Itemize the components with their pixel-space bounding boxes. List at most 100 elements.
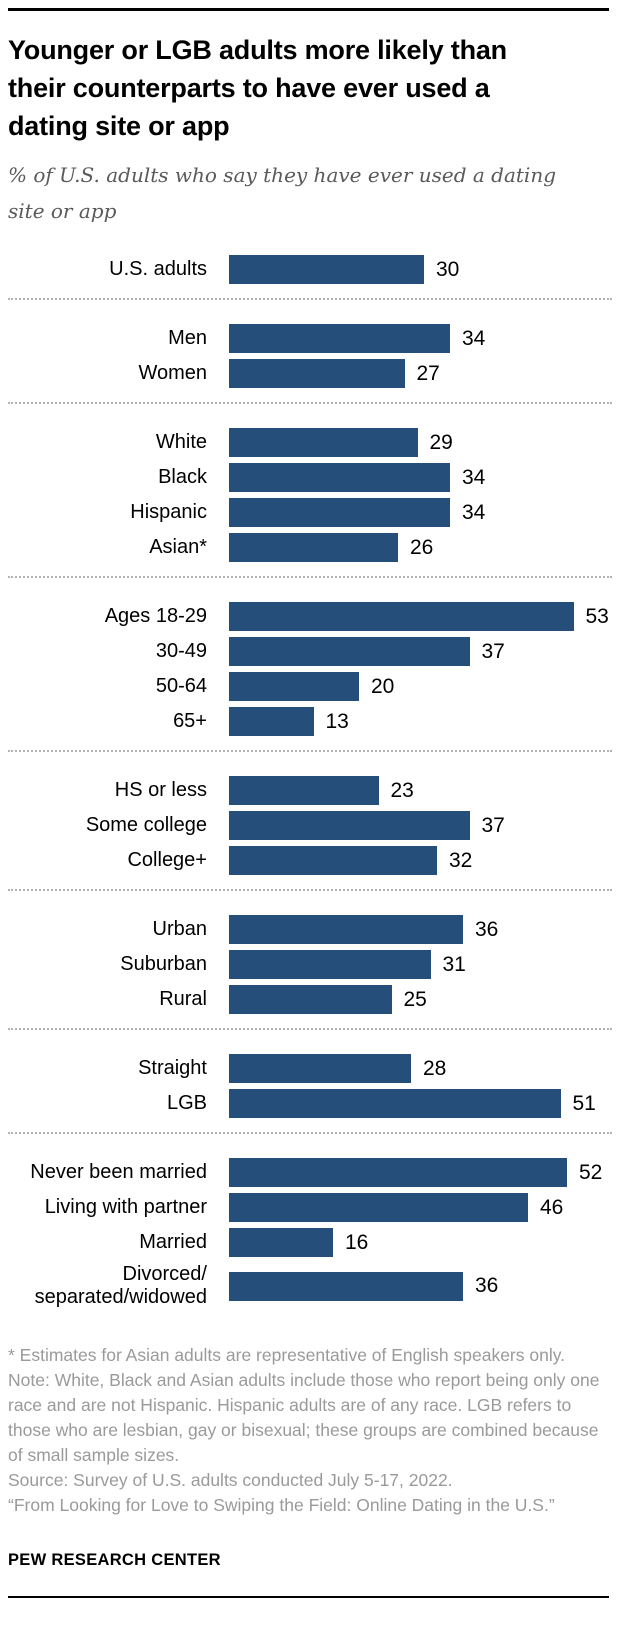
bar-row: LGB 51 — [8, 1089, 612, 1119]
bar-row: U.S. adults 30 — [8, 255, 612, 285]
value-label: 26 — [410, 535, 434, 559]
value-label: 36 — [475, 917, 499, 941]
category-label: 30-49 — [155, 640, 207, 663]
value-label: 46 — [540, 1195, 564, 1219]
bar-row: 65+ 13 — [8, 707, 612, 737]
bar-area: 32 — [229, 846, 612, 876]
value-label: 36 — [475, 1274, 499, 1298]
bar — [229, 950, 431, 980]
footnote-asterisk: * Estimates for Asian adults are represe… — [8, 1345, 566, 1366]
bar-area: 34 — [229, 498, 612, 528]
category-label: Rural — [159, 988, 207, 1011]
value-label: 16 — [345, 1230, 369, 1254]
bar-row: Women 27 — [8, 359, 612, 389]
bar-row: Black 34 — [8, 463, 612, 493]
value-label: 53 — [585, 604, 609, 628]
footnote-source: Source: Survey of U.S. adults conducted … — [8, 1470, 453, 1491]
value-label: 52 — [579, 1160, 603, 1184]
category-label: Straight — [138, 1057, 207, 1080]
category-label: Hispanic — [130, 501, 207, 524]
value-label: 51 — [572, 1091, 596, 1115]
chart-group: Men 34 Women 27 — [8, 300, 612, 405]
category-label: 50-64 — [155, 675, 207, 698]
bar-row: Living with partner 46 — [8, 1193, 612, 1223]
bar — [229, 1271, 463, 1301]
bar-row: White 29 — [8, 428, 612, 458]
category-label: White — [155, 431, 207, 454]
chart-group: Never been married 52 Living with partner 4… — [8, 1134, 612, 1315]
bar-row: Men 34 — [8, 324, 612, 354]
category-label: Divorced/ separated/widowed — [34, 1263, 207, 1309]
bar — [229, 359, 405, 389]
bar — [229, 1158, 567, 1188]
bar — [229, 776, 379, 806]
bar-area: 34 — [229, 324, 612, 354]
chart-group: Urban 36 Suburban 31 Rural 25 — [8, 891, 612, 1031]
bar-area: 13 — [229, 707, 612, 737]
value-label: 32 — [449, 848, 473, 872]
category-label: Some college — [85, 814, 207, 837]
chart-subtitle: % of U.S. adults who say they have ever … — [8, 163, 557, 224]
category-label: Suburban — [120, 953, 207, 976]
top-rule — [8, 8, 609, 11]
bar-area: 27 — [229, 359, 612, 389]
bar-area: 51 — [229, 1089, 612, 1119]
bar — [229, 637, 470, 667]
chart-group: White 29 Black 34 Hispanic 34 Asian* 26 — [8, 404, 612, 579]
value-label: 37 — [481, 639, 505, 663]
bar — [229, 1193, 528, 1223]
footer-notes: * Estimates for Asian adults are represe… — [8, 1343, 612, 1518]
value-label: 28 — [423, 1056, 447, 1080]
category-label: LGB — [166, 1092, 207, 1115]
bar-row: Some college 37 — [8, 811, 612, 841]
bar — [229, 846, 437, 876]
value-label: 25 — [403, 987, 427, 1011]
bar-row: 50-64 20 — [8, 672, 612, 702]
bar-row: Asian* 26 — [8, 533, 612, 563]
category-label: Women — [138, 362, 207, 385]
bar — [229, 707, 314, 737]
bar-area: 25 — [229, 985, 612, 1015]
category-label: Men — [168, 327, 207, 350]
bar — [229, 915, 463, 945]
bar-area: 53 — [229, 602, 612, 632]
bar-area: 34 — [229, 463, 612, 493]
value-label: 29 — [429, 430, 453, 454]
category-label: U.S. adults — [109, 258, 207, 281]
bar-row: Rural 25 — [8, 985, 612, 1015]
bar-area: 52 — [229, 1158, 612, 1188]
bar-row: Divorced/ separated/widowed 36 — [8, 1263, 612, 1309]
chart: U.S. adults 30 Men 34 Women 27 White 29 Black 34 H… — [8, 231, 612, 1315]
value-label: 34 — [462, 326, 486, 350]
category-label: Ages 18-29 — [104, 605, 207, 628]
bar-row: Ages 18-29 53 — [8, 602, 612, 632]
report-card: Younger or LGB adults more likely than t… — [0, 8, 620, 1598]
bar-row: HS or less 23 — [8, 776, 612, 806]
bar-area: 29 — [229, 428, 612, 458]
bar-area: 16 — [229, 1228, 612, 1258]
bar-area: 23 — [229, 776, 612, 806]
category-label: Living with partner — [44, 1196, 207, 1219]
bar — [229, 1054, 411, 1084]
value-label: 13 — [325, 709, 349, 733]
category-label: Asian* — [149, 536, 207, 559]
chart-group: U.S. adults 30 — [8, 231, 612, 301]
category-label: HS or less — [114, 779, 207, 802]
bar-area: 28 — [229, 1054, 612, 1084]
category-label: Married — [139, 1231, 207, 1254]
value-label: 34 — [462, 500, 486, 524]
bar — [229, 811, 470, 841]
bar-row: Married 16 — [8, 1228, 612, 1258]
value-label: 20 — [371, 674, 395, 698]
category-label: Urban — [152, 918, 207, 941]
value-label: 30 — [436, 257, 460, 281]
bottom-rule — [8, 1595, 609, 1598]
value-label: 27 — [416, 361, 440, 385]
category-label: College+ — [127, 849, 207, 872]
bar-area: 30 — [229, 255, 612, 285]
bar-row: Urban 36 — [8, 915, 612, 945]
chart-group: Straight 28 LGB 51 — [8, 1030, 612, 1135]
footnote-report-title: “From Looking for Love to Swiping the Fi… — [8, 1495, 555, 1516]
bar — [229, 985, 392, 1015]
value-label: 37 — [481, 813, 505, 837]
